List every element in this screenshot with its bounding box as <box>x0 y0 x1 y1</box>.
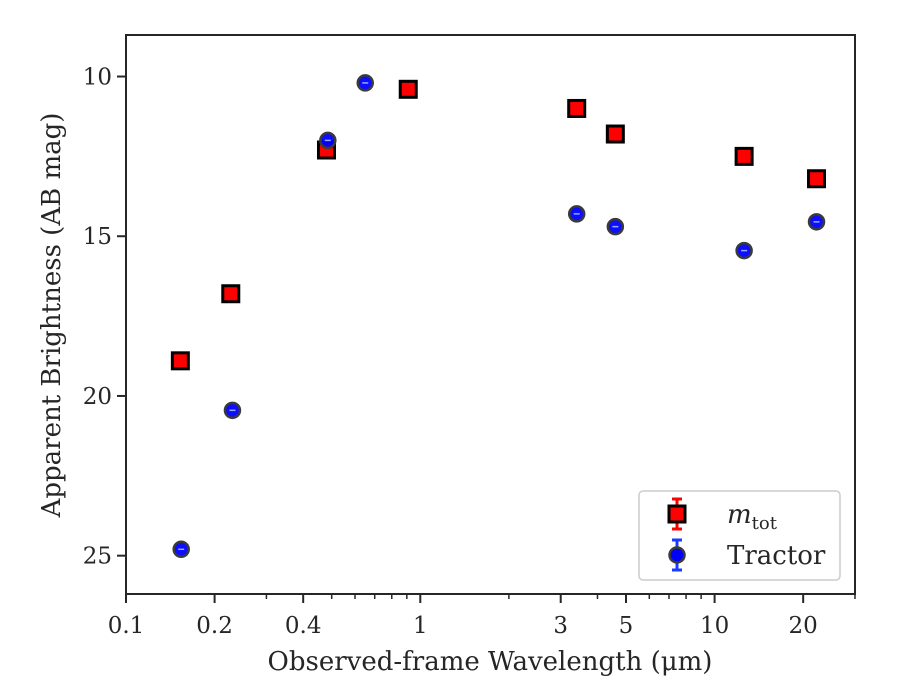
y-tick-label: 25 <box>83 544 112 570</box>
x-tick-label: 10 <box>700 613 729 639</box>
ticks-layer: 0.1 0.2 0.4 1 3 5 10 20 10 15 20 25 <box>83 65 856 639</box>
x-tick-label: 0.1 <box>108 613 145 639</box>
x-tick-label: 5 <box>619 613 634 639</box>
marks-layer <box>170 74 827 559</box>
x-axis-title: Observed-frame Wavelength (μm) <box>268 647 713 677</box>
legend-label-subscript: tot <box>752 513 778 534</box>
legend-tractor-marker <box>668 546 686 564</box>
y-tick-label: 10 <box>83 65 112 91</box>
y-axis-title: Apparent Brightness (AB mag) <box>37 113 67 519</box>
legend-label: Tractor <box>727 541 826 571</box>
legend-box <box>638 490 841 581</box>
y-tick-label: 20 <box>83 384 112 410</box>
legend-label-main: m <box>727 500 752 530</box>
legend-label-main: Tractor <box>727 541 826 571</box>
legend-mtot-marker <box>667 504 687 524</box>
legend-entries: mtot Tractor <box>667 497 826 572</box>
x-tick-label: 20 <box>789 613 818 639</box>
x-tick-label: 3 <box>553 613 568 639</box>
legend-label: mtot <box>727 500 778 534</box>
x-tick-label: 0.2 <box>196 613 233 639</box>
x-tick-label: 1 <box>413 613 428 639</box>
plot-frame <box>125 34 856 595</box>
y-tick-label: 15 <box>83 224 112 250</box>
x-tick-label: 0.4 <box>285 613 322 639</box>
legend: mtot Tractor <box>638 490 841 581</box>
